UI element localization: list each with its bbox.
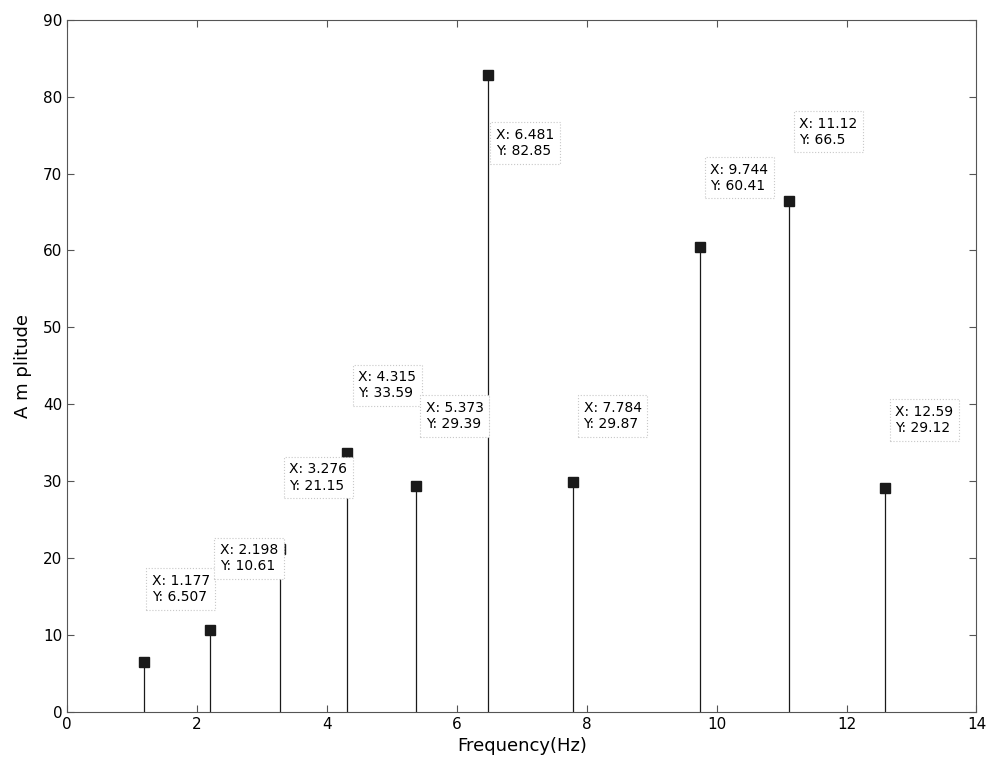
Text: X: 4.315
Y: 33.59: X: 4.315 Y: 33.59 bbox=[358, 370, 416, 401]
Text: X: 12.59
Y: 29.12: X: 12.59 Y: 29.12 bbox=[895, 404, 953, 435]
Text: X: 9.744
Y: 60.41: X: 9.744 Y: 60.41 bbox=[710, 162, 768, 193]
Text: X: 3.276
Y: 21.15: X: 3.276 Y: 21.15 bbox=[289, 462, 347, 493]
Text: X: 2.198
Y: 10.61: X: 2.198 Y: 10.61 bbox=[220, 543, 278, 574]
Text: X: 11.12
Y: 66.5: X: 11.12 Y: 66.5 bbox=[799, 117, 857, 147]
Text: X: 7.784
Y: 29.87: X: 7.784 Y: 29.87 bbox=[584, 401, 642, 431]
Text: X: 5.373
Y: 29.39: X: 5.373 Y: 29.39 bbox=[426, 401, 484, 431]
Y-axis label: A m plitude: A m plitude bbox=[14, 314, 32, 418]
Text: X: 1.177
Y: 6.507: X: 1.177 Y: 6.507 bbox=[152, 574, 210, 604]
Text: X: 6.481
Y: 82.85: X: 6.481 Y: 82.85 bbox=[496, 128, 554, 158]
X-axis label: Frequency(Hz): Frequency(Hz) bbox=[457, 737, 587, 755]
